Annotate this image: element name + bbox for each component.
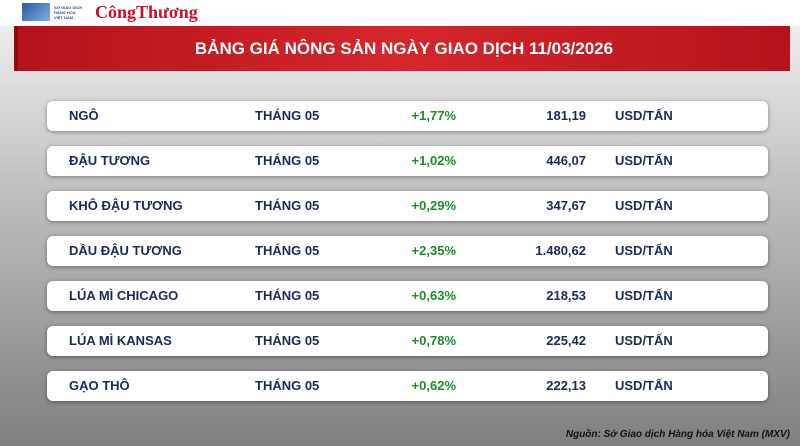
table-row: LÚA MÌ CHICAGO THÁNG 05 +0,63% 218,53 USD/TẤ… — [47, 281, 768, 311]
commodity: NGÔ — [69, 108, 99, 123]
change: +1,77% — [411, 108, 456, 123]
logo-mark — [22, 3, 50, 21]
table-row: ĐẬU TƯƠNG THÁNG 05 +1,02% 446,07 USD/TẤN — [47, 146, 768, 176]
change: +0,78% — [411, 333, 456, 348]
contract-month: THÁNG 05 — [255, 108, 320, 123]
unit: USD/TẤN — [615, 333, 673, 348]
price: 218,53 — [546, 288, 586, 303]
contract-month: THÁNG 05 — [255, 153, 320, 168]
source: Nguồn: Sở Giao dịch Hàng hóa Việt Nam (M… — [565, 429, 790, 440]
contract-month: THÁNG 05 — [255, 198, 320, 213]
title-banner: BẢNG GIÁ NÔNG SẢN NGÀY GIAO DỊCH 11/03/2… — [18, 26, 790, 71]
unit: USD/TẤN — [615, 198, 673, 213]
unit: USD/TẤN — [615, 108, 673, 123]
price: 181,19 — [546, 108, 586, 123]
price: 222,13 — [546, 378, 586, 393]
commodity: ĐẬU TƯƠNG — [69, 153, 151, 168]
unit: USD/TẤN — [615, 288, 673, 303]
title: BẢNG GIÁ NÔNG SẢN NGÀY GIAO DỊCH 11/03/2… — [194, 38, 614, 58]
unit: USD/TẤN — [615, 243, 673, 258]
unit: USD/TẤN — [615, 378, 673, 393]
change: +0,63% — [411, 288, 456, 303]
logo-line: SỞ GIAO DỊCH — [54, 4, 83, 10]
table-row: NGÔ THÁNG 05 +1,77% 181,19 USD/TẤN — [47, 101, 768, 131]
top-bar — [0, 0, 800, 26]
price: 446,07 — [546, 153, 586, 168]
change: +0,29% — [411, 198, 456, 213]
contract-month: THÁNG 05 — [255, 243, 320, 258]
change: +0,62% — [411, 378, 456, 393]
contract-month: THÁNG 05 — [255, 288, 320, 303]
commodity: LÚA MÌ CHICAGO — [69, 288, 179, 303]
commodity: DẦU ĐẬU TƯƠNG — [69, 243, 182, 258]
price: 225,42 — [546, 333, 586, 348]
logo: SỞ GIAO DỊCH HÀNG HÓA VIỆT NAM — [22, 3, 82, 21]
table-row: DẦU ĐẬU TƯƠNG THÁNG 05 +2,35% 1.480,62 USD/T… — [47, 236, 768, 266]
commodity: GẠO THÔ — [69, 378, 130, 393]
price: 347,67 — [546, 198, 586, 213]
accent-bar — [14, 26, 18, 71]
table-row: KHÔ ĐẬU TƯƠNG THÁNG 05 +0,29% 347,67 USD/TẤN — [47, 191, 768, 221]
logo-line: VIỆT NAM — [54, 14, 74, 20]
commodity: KHÔ ĐẬU TƯƠNG — [69, 198, 183, 213]
logo-line: HÀNG HÓA — [54, 9, 76, 15]
change: +1,02% — [411, 153, 456, 168]
table-row: GẠO THÔ THÁNG 05 +0,62% 222,13 USD/TẤN — [47, 371, 768, 401]
contract-month: THÁNG 05 — [255, 333, 320, 348]
unit: USD/TẤN — [615, 153, 673, 168]
logo-text: SỞ GIAO DỊCH HÀNG HÓA VIỆT NAM — [54, 5, 82, 20]
contract-month: THÁNG 05 — [255, 378, 320, 393]
brand: CôngThương — [95, 2, 198, 22]
price: 1.480,62 — [535, 243, 586, 258]
commodity: LÚA MÌ KANSAS — [69, 333, 172, 348]
table-row: LÚA MÌ KANSAS THÁNG 05 +0,78% 225,42 USD/TẤN — [47, 326, 768, 356]
change: +2,35% — [411, 243, 456, 258]
